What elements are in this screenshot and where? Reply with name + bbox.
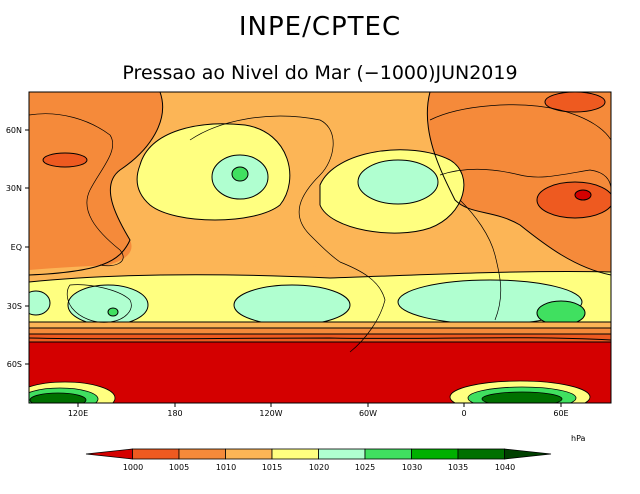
legend-label-1040: 1040 (495, 463, 515, 472)
lat-tick-60s: 60S (7, 360, 22, 369)
legend-label-1010: 1010 (216, 463, 236, 472)
field-1020-cell-south-pacific (233, 284, 351, 326)
field-1020-cell-australia (67, 284, 149, 326)
lat-tick-30s: 30S (7, 302, 22, 311)
field-1025-cell-north-pacific (231, 166, 249, 182)
lat-tick-30n: 30N (6, 184, 22, 193)
legend-label-1020: 1020 (309, 463, 329, 472)
legend-swatch (318, 448, 366, 460)
legend-swatch (225, 448, 273, 460)
field-1000-low-south-asia (574, 189, 592, 201)
lon-tick-60w: 60W (359, 409, 377, 418)
field-1005-asia (427, 92, 611, 275)
color-legend (85, 448, 552, 460)
legend-swatch (132, 448, 180, 460)
field-1005-west-pacific (29, 92, 163, 275)
legend-swatch (457, 448, 505, 460)
legend-label-1000: 1000 (123, 463, 143, 472)
field-1025-cell-australia (107, 307, 119, 317)
map-subtitle: Pressao ao Nivel do Mar (−1000)JUN2019 (122, 62, 518, 84)
lon-tick-120w: 120W (259, 409, 282, 418)
legend-swatch (411, 448, 459, 460)
lon-tick-labels: 120E 180 120W 60W 0 60E (68, 409, 569, 418)
lon-tick-120e: 120E (68, 409, 88, 418)
legend-label-1030: 1030 (402, 463, 422, 472)
legend-label-1025: 1025 (355, 463, 375, 472)
coastlines (29, 104, 611, 353)
field-1020-cell-west-edge (29, 290, 51, 316)
lat-tick-60n: 60N (6, 126, 22, 135)
field-southern-band-1 (29, 322, 611, 328)
lon-tick-0: 0 (461, 409, 466, 418)
lon-tick-60e: 60E (553, 409, 568, 418)
legend-label-1005: 1005 (169, 463, 189, 472)
field-1005-low-okhotsk (42, 152, 88, 168)
lat-tick-eq: EQ (11, 243, 22, 252)
axis-ticks (25, 129, 562, 407)
pressure-field (29, 92, 611, 403)
legend-label-1015: 1015 (262, 463, 282, 472)
field-1005-low-south-asia (536, 181, 611, 219)
field-1020-cell-atlantic (357, 159, 439, 205)
legend-unit: hPa (571, 434, 586, 443)
lat-tick-labels: 60N 30N EQ 30S 60S (6, 126, 22, 369)
legend-swatch (364, 448, 412, 460)
legend-label-1035: 1035 (448, 463, 468, 472)
field-1005-low-arctic (544, 92, 606, 113)
field-1025-cell-indian (536, 300, 586, 326)
legend-swatch (271, 448, 319, 460)
field-southern-band-2 (29, 328, 611, 334)
legend-swatch (178, 448, 226, 460)
legend-swatch (85, 448, 133, 460)
agency-title: INPE/CPTEC (238, 12, 402, 42)
legend-swatch (504, 448, 552, 460)
legend-labels: 1000 1005 1010 1015 1020 1025 1030 1035 … (123, 463, 515, 472)
lon-tick-180: 180 (167, 409, 182, 418)
